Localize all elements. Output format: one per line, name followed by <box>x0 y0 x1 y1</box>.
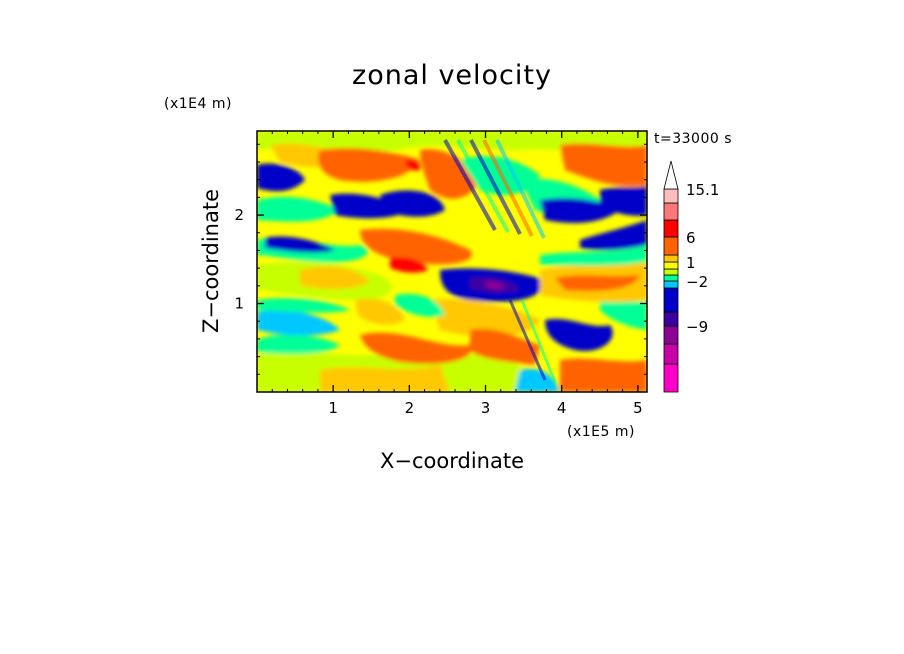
region-cyan <box>257 310 340 336</box>
colorbar-swatch <box>663 274 679 282</box>
x-tick-label: 3 <box>481 399 491 417</box>
wave-stripe <box>495 139 546 239</box>
x-axis-ticks: 1 2 3 4 5 <box>271 131 643 417</box>
region-green <box>257 334 340 354</box>
colorbar-swatch <box>663 188 679 204</box>
region-orange <box>355 298 405 325</box>
x-axis-title: X−coordinate <box>380 449 524 473</box>
region-dark-orange <box>318 148 420 182</box>
colorbar-swatch <box>663 287 679 313</box>
colorbar-swatch <box>663 325 679 345</box>
y-axis-ticks: 12 <box>234 143 647 375</box>
y-tick-label: 1 <box>234 295 244 313</box>
region-green <box>395 293 445 317</box>
contour-field <box>257 131 647 392</box>
region-dark-orange <box>560 358 647 392</box>
x-tick-label: 5 <box>633 399 643 417</box>
region-red <box>390 257 428 273</box>
colorbar-swatch <box>663 363 679 393</box>
region-orange <box>430 299 540 337</box>
colorbar-label: 6 <box>686 229 696 247</box>
region-dark-orange <box>360 332 472 365</box>
colorbar-swatch <box>663 236 679 256</box>
region-blue <box>545 318 613 351</box>
region-green <box>257 298 350 313</box>
colorbar-label: −2 <box>686 273 708 291</box>
region-dark-orange <box>420 149 480 199</box>
region-orange <box>300 266 370 290</box>
region-dark-orange <box>470 328 540 365</box>
x-unit-label: (x1E5 m) <box>567 424 635 440</box>
region-blue <box>380 190 445 217</box>
region-cyan <box>515 368 560 392</box>
wave-stripe <box>520 299 557 383</box>
region-lime <box>257 131 647 152</box>
region-blue <box>600 185 647 216</box>
y-axis-title: Z−coordinate <box>199 189 223 333</box>
colorbar-label: 1 <box>686 254 696 272</box>
region-dark-orange <box>555 275 640 292</box>
wave-stripe <box>482 139 534 237</box>
colorbar-swatch <box>663 268 679 276</box>
region-dark-orange <box>560 143 647 187</box>
colorbar-swatch <box>663 311 679 327</box>
wave-stripe <box>508 299 547 381</box>
y-unit-label: (x1E4 m) <box>164 96 232 112</box>
colorbar: −9 −21 6 15.1 <box>663 160 719 393</box>
region-green <box>600 299 647 330</box>
wave-stripe <box>443 139 497 231</box>
colorbar-swatch <box>663 343 679 365</box>
x-tick-label: 1 <box>328 399 338 417</box>
region-green <box>540 245 647 266</box>
colorbar-extend-arrow <box>663 160 679 190</box>
plot-frame <box>256 130 648 393</box>
region-blue <box>580 220 647 251</box>
region-blue <box>257 163 305 192</box>
chart-title: zonal velocity <box>352 60 552 91</box>
wave-stripe <box>469 139 522 235</box>
colorbar-swatch <box>663 202 679 221</box>
x-tick-label: 4 <box>557 399 567 417</box>
region-orange <box>320 365 450 392</box>
region-blue <box>265 236 335 253</box>
colorbar-swatch <box>663 280 679 289</box>
wave-stripe <box>456 139 510 233</box>
region-purple <box>485 281 505 290</box>
y-tick-label: 2 <box>234 206 244 224</box>
x-tick-label: 2 <box>405 399 415 417</box>
region-green <box>257 196 340 222</box>
region-dark-orange <box>360 228 472 265</box>
colorbar-label: −9 <box>686 318 708 336</box>
colorbar-swatch <box>663 219 679 238</box>
colorbar-swatch <box>663 261 679 270</box>
colorbar-swatch <box>663 254 679 263</box>
time-label: t=33000 s <box>654 131 732 147</box>
colorbar-label: 15.1 <box>686 181 719 199</box>
region-red <box>405 159 421 171</box>
